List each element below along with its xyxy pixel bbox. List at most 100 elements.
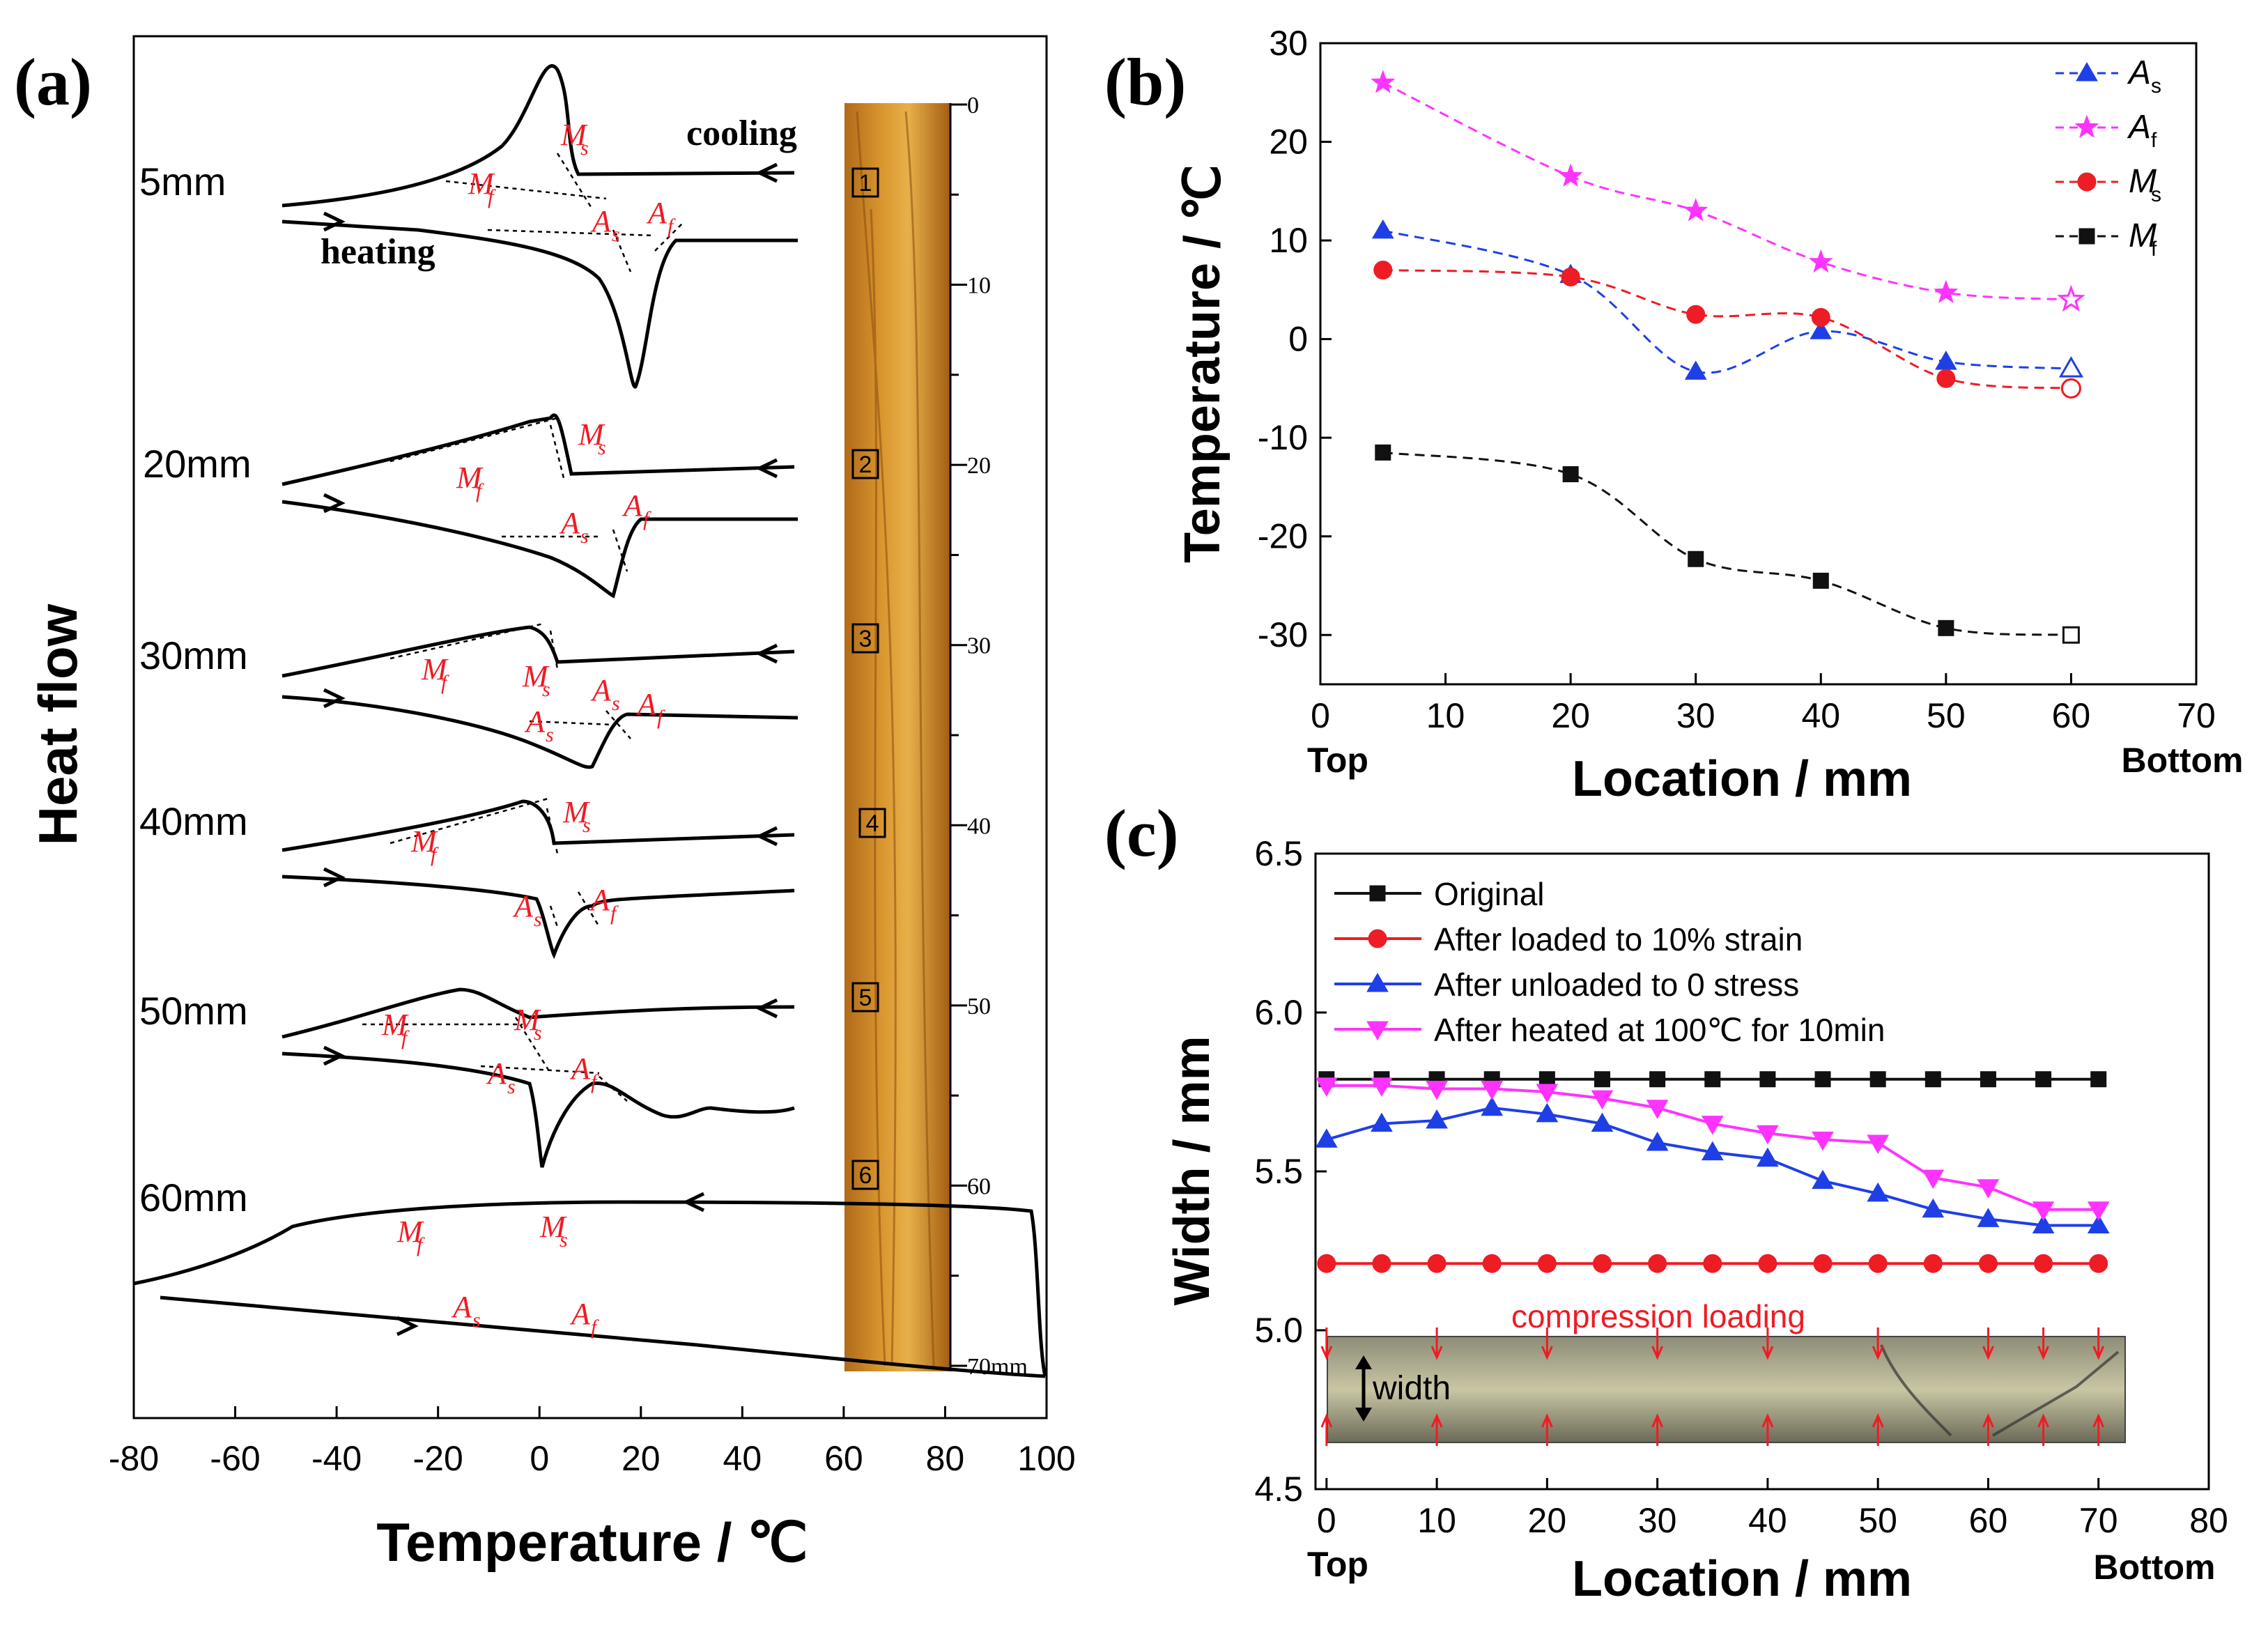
- panel-a: (a) -80 -60 -40 -20 0 20 40 60 80 100 Heat flow T…: [14, 35, 1076, 1573]
- panel-b-plot: [1371, 70, 2085, 644]
- x-tick-label: 50: [1927, 696, 1966, 735]
- series-3: [1375, 444, 2080, 644]
- x-tick-label: 40: [723, 1439, 762, 1478]
- x-tick-label: 100: [1017, 1439, 1075, 1478]
- tangent-3-3: [577, 891, 601, 927]
- series-2: [1315, 1096, 2110, 1234]
- data-point-1-8: [1758, 1254, 1777, 1273]
- marker-label-2: 3: [859, 626, 872, 652]
- scale-tick-label: 40: [967, 813, 991, 839]
- legend-marker-1: [1368, 929, 1387, 948]
- x-tick-label: 70: [2079, 1501, 2118, 1540]
- heating-curve-2: [281, 695, 799, 769]
- tag-sub-3-2: s: [534, 908, 542, 931]
- tag-2-1: M: [421, 652, 449, 686]
- data-point-3-1: [1562, 466, 1579, 483]
- x-tick-label: -80: [109, 1439, 159, 1478]
- data-point-0-6: [1649, 1071, 1666, 1088]
- data-point-2-0: [1315, 1128, 1338, 1148]
- data-point-0-9: [1814, 1071, 1831, 1088]
- tag-4-3: A: [569, 1052, 591, 1086]
- legend-marker-3: [2078, 228, 2095, 245]
- cooling-curve-0: [281, 64, 795, 208]
- data-point-3-6: [1646, 1100, 1669, 1119]
- tangent-2-0: [389, 622, 544, 660]
- panel-b-bottom-label: Bottom: [2122, 741, 2244, 780]
- data-point-0-5: [2058, 356, 2084, 378]
- arrow-up-4: [1761, 1413, 1774, 1446]
- tag-3-1: M: [410, 824, 438, 859]
- data-point-1-9: [1813, 1254, 1833, 1273]
- tag-sub-0-2: s: [612, 223, 620, 246]
- data-point-2-4: [1936, 369, 1956, 388]
- heating-curve-0: [281, 220, 798, 389]
- specimen-crack: [1880, 1344, 2120, 1437]
- data-point-3-4: [1536, 1084, 1559, 1104]
- marker-label-4: 5: [859, 985, 872, 1011]
- compression-bar-inset: width compression loading: [1320, 1298, 2126, 1446]
- tag-sub-2-3: f: [657, 706, 665, 729]
- data-point-0-3: [1810, 320, 1833, 339]
- heating-arrow-0: [323, 211, 346, 232]
- data-point-0-2: [1684, 360, 1707, 380]
- x-tick-label: 0: [1311, 696, 1330, 735]
- arrow-down-0: [1320, 1327, 1333, 1360]
- arrow-down-6: [1982, 1327, 1994, 1360]
- panel-c-ylabel: Width / mm: [1164, 1036, 1220, 1305]
- arrow-up-1: [1430, 1413, 1443, 1446]
- panel-c-top-label: Top: [1307, 1545, 1368, 1584]
- data-point-0-4: [1934, 351, 1957, 370]
- scale-tick-label: 20: [967, 453, 991, 479]
- cooling-arrow-3: [755, 826, 778, 847]
- x-tick-label: 80: [2189, 1501, 2228, 1540]
- cooling-arrow-4: [755, 998, 778, 1019]
- panel-c-plot: [1315, 1071, 2110, 1273]
- tag-3-0: M: [562, 795, 590, 829]
- arrow-up-8: [2092, 1413, 2105, 1446]
- series-line-1: [1382, 82, 2072, 301]
- arrow-up-3: [1651, 1413, 1664, 1446]
- legend-label-2: M: [2129, 163, 2157, 200]
- arrow-down-8: [2092, 1327, 2105, 1360]
- panel-a-label: (a): [14, 45, 92, 119]
- legend-label-3: M: [2129, 217, 2157, 254]
- panel-c-axes: 0 10 20 30 40 50 60 70 80 4.5 5.0 5.5 6.0 6.5: [1254, 834, 2228, 1540]
- data-point-0-8: [1759, 1071, 1776, 1088]
- heating-curve-5: [160, 1295, 1046, 1378]
- tangent-0-4: [654, 222, 684, 252]
- tangent-0-2: [487, 229, 656, 237]
- marker-label-5: 6: [859, 1162, 872, 1189]
- width-label: width: [1372, 1370, 1451, 1407]
- tangent-1-3: [612, 529, 628, 572]
- data-point-2-7: [1701, 1141, 1724, 1161]
- tag-sub-2-4: s: [546, 723, 554, 746]
- tag-0-3: A: [646, 196, 668, 230]
- data-point-3-9: [1812, 1131, 1834, 1151]
- data-point-2-3: [1481, 1096, 1504, 1116]
- data-point-0-13: [2035, 1071, 2052, 1088]
- arrow-down-2: [1541, 1327, 1553, 1360]
- tag-2-2: A: [590, 673, 612, 707]
- series-0: [1371, 219, 2084, 380]
- arrow-down-3: [1651, 1327, 1664, 1360]
- y-tick-label: 30: [1269, 24, 1308, 63]
- tangent-2-2: [529, 720, 614, 726]
- tag-0-1: M: [468, 167, 495, 201]
- tag-sub-4-2: s: [507, 1075, 516, 1098]
- series-line-0: [1382, 229, 2072, 374]
- data-point-1-2: [1427, 1254, 1447, 1273]
- data-point-1-3: [1482, 1254, 1502, 1273]
- tag-sub-2-2: s: [612, 692, 620, 715]
- panel-b-axes: 0 10 20 30 40 50 60 70 -30 -20 -10 0 10 20 30: [1258, 24, 2216, 735]
- curve-name-3: 40mm: [139, 799, 248, 843]
- scale-tick-label: 50: [967, 994, 991, 1019]
- data-point-3-2: [1688, 551, 1704, 567]
- data-point-3-3: [1812, 572, 1829, 589]
- data-point-3-1: [1371, 1077, 1393, 1097]
- data-point-3-2: [1426, 1080, 1448, 1100]
- data-point-1-14: [2089, 1254, 2108, 1273]
